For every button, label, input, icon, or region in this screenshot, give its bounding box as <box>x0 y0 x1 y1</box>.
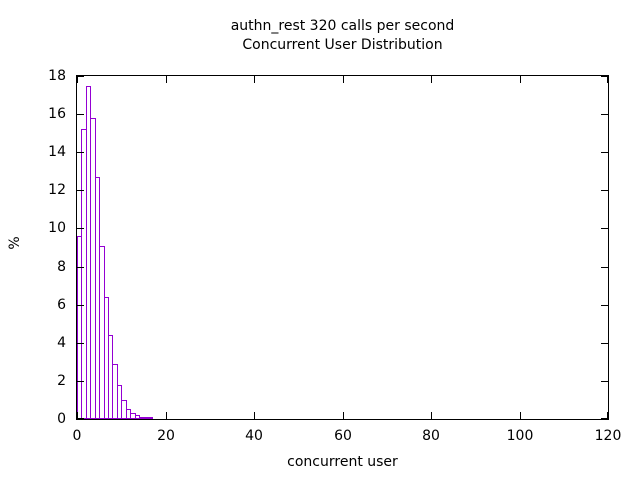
y-tick-label: 6 <box>57 297 66 313</box>
y-tick-label: 8 <box>57 259 66 275</box>
axis-tick <box>254 412 255 419</box>
chart-title: authn_rest 320 calls per second <box>230 18 455 34</box>
axis-tick <box>607 412 608 419</box>
y-tick-label: 18 <box>48 68 66 84</box>
axis-tick <box>601 381 608 382</box>
y-tick-label: 12 <box>48 182 66 198</box>
x-tick-label: 100 <box>506 428 534 444</box>
axis-tick <box>77 412 78 419</box>
axis-tick <box>166 76 167 83</box>
y-tick-label: 4 <box>57 335 66 351</box>
y-tick-label: 10 <box>48 220 66 236</box>
x-axis-label: concurrent user <box>287 454 398 470</box>
y-tick-label: 14 <box>48 144 66 160</box>
x-tick-label: 80 <box>422 428 440 444</box>
x-tick-label: 20 <box>157 428 175 444</box>
axis-tick <box>607 76 608 83</box>
axis-tick <box>166 412 167 419</box>
axis-tick <box>77 381 84 382</box>
axis-tick <box>520 76 521 83</box>
axis-tick <box>601 305 608 306</box>
x-tick-label: 120 <box>594 428 622 444</box>
axis-tick <box>77 267 84 268</box>
axis-tick <box>343 412 344 419</box>
axis-tick <box>77 305 84 306</box>
y-tick-label: 0 <box>57 411 66 427</box>
axis-tick <box>520 412 521 419</box>
x-tick-label: 40 <box>245 428 263 444</box>
axis-tick <box>431 76 432 83</box>
histogram-bar <box>148 417 153 419</box>
axis-tick <box>601 418 608 419</box>
axis-tick <box>77 76 78 83</box>
axis-tick <box>343 76 344 83</box>
y-tick-label: 16 <box>48 106 66 122</box>
y-axis-label: % <box>7 236 23 250</box>
axis-tick <box>77 343 84 344</box>
plot-area <box>76 75 609 420</box>
axis-tick <box>77 190 84 191</box>
axis-tick <box>601 76 608 77</box>
axis-tick <box>601 190 608 191</box>
axis-tick <box>431 412 432 419</box>
axis-tick <box>601 343 608 344</box>
axis-tick <box>77 76 84 77</box>
axis-tick <box>77 152 84 153</box>
axis-tick <box>601 228 608 229</box>
chart-subtitle: Concurrent User Distribution <box>242 37 443 53</box>
axis-tick <box>254 76 255 83</box>
axis-tick <box>77 418 84 419</box>
x-tick-label: 0 <box>72 428 82 444</box>
y-tick-label: 2 <box>57 373 66 389</box>
axis-tick <box>77 228 84 229</box>
x-tick-label: 60 <box>334 428 352 444</box>
axis-tick <box>601 114 608 115</box>
axis-tick <box>77 114 84 115</box>
axis-tick <box>601 152 608 153</box>
axis-tick <box>601 267 608 268</box>
